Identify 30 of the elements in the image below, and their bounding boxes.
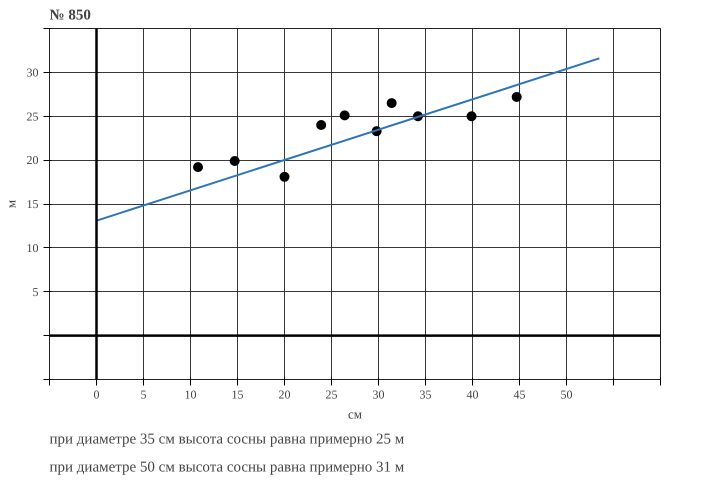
- point: [386, 98, 397, 108]
- text: при диаметре 50 см высота сосны равна примерно 31 м: [50, 460, 405, 476]
- point: [230, 156, 240, 166]
- y-axis-title: м: [4, 200, 18, 208]
- point: [193, 162, 204, 172]
- x-axis-title: см: [348, 406, 362, 422]
- y-tick-label: 25: [26, 109, 38, 124]
- x-tick-label: 20: [278, 388, 290, 402]
- x-tick-label: 40: [466, 388, 478, 402]
- point: [340, 110, 350, 120]
- x-tick-label: 45: [514, 388, 526, 402]
- x-tick-label: 30: [372, 388, 384, 402]
- y-tick-label: 30: [26, 65, 38, 80]
- x-tick-label: 5: [140, 388, 146, 402]
- chart-title: № 850: [50, 8, 91, 24]
- point: [466, 111, 477, 122]
- text: при диаметре 35 см высота сосны равна примерно 25 м: [50, 432, 405, 448]
- x-tick-label: 10: [184, 388, 196, 402]
- x-tick-label: 35: [420, 388, 432, 402]
- point: [512, 92, 522, 102]
- y-tick-label: 20: [26, 153, 38, 168]
- y-tick-label: 10: [26, 240, 38, 255]
- x-tick-label: 15: [232, 388, 244, 402]
- x-tick-label: 0: [94, 388, 100, 402]
- point: [280, 172, 290, 182]
- x-tick-label: 25: [326, 388, 338, 402]
- x-tick-label: 50: [560, 388, 572, 402]
- y-tick-label: 15: [26, 197, 38, 211]
- y-tick-label: 5: [32, 284, 38, 299]
- point: [316, 120, 326, 130]
